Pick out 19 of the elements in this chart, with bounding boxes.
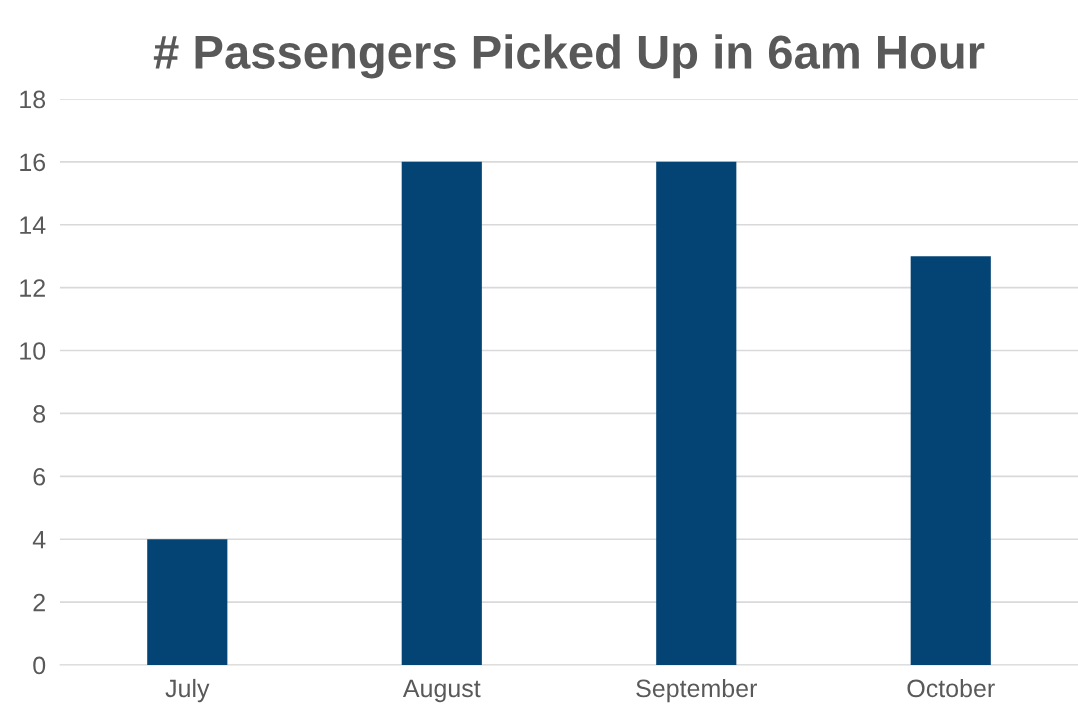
x-tick-label: August [402,679,481,703]
x-tick-label: October [907,678,995,698]
bar [401,161,482,665]
y-tick-label: 0 [33,656,46,675]
y-tick-label: 8 [33,405,46,423]
x-tick-label: September [636,678,757,703]
y-tick-label: 16 [20,153,46,172]
bar [910,256,991,665]
y-tick-label: 2 [33,593,45,612]
y-tick-label: 4 [32,531,46,549]
bar [147,539,228,665]
bar [656,161,737,665]
y-tick-label: 18 [20,90,46,109]
x-tick-label: July [165,678,210,703]
chart-title: # Passengers Picked Up in 6am Hour [153,34,985,79]
y-tick-label: 6 [33,467,46,486]
y-tick-label: 14 [20,216,46,234]
y-tick-label: 10 [20,342,46,360]
y-tick-label: 12 [20,279,45,297]
